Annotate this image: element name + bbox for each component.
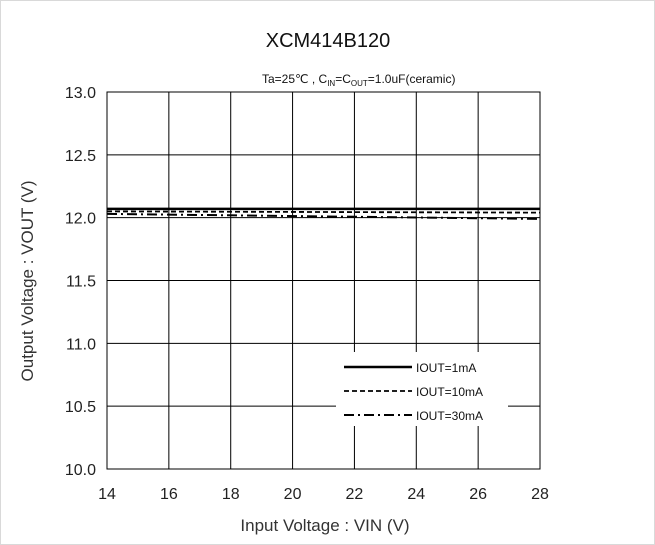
x-tick-label: 18 bbox=[222, 486, 240, 503]
y-tick-label: 11.5 bbox=[66, 274, 96, 291]
x-tick-label: 26 bbox=[469, 486, 487, 503]
conditions-sub-in: IN bbox=[327, 79, 335, 88]
test-conditions: Ta=25℃ , CIN=COUT=1.0uF(ceramic) bbox=[262, 72, 455, 88]
x-tick-label: 28 bbox=[531, 486, 549, 503]
chart-title: XCM414B120 bbox=[266, 30, 391, 52]
y-axis-label: Output Voltage : VOUT (V) bbox=[18, 181, 37, 382]
legend-label-2: IOUT=10mA bbox=[416, 385, 483, 399]
conditions-part1: Ta=25℃ , C bbox=[262, 72, 328, 86]
y-tick-label: 13.0 bbox=[65, 85, 96, 102]
conditions-part2: =C bbox=[335, 72, 351, 86]
x-tick-label: 22 bbox=[346, 486, 364, 503]
y-tick-label: 12.0 bbox=[65, 211, 96, 228]
conditions-sub-out: OUT bbox=[351, 79, 368, 88]
x-tick-label: 14 bbox=[98, 486, 116, 503]
x-tick-label: 20 bbox=[284, 486, 302, 503]
data-series bbox=[106, 207, 541, 220]
y-tick-label: 12.5 bbox=[65, 148, 96, 165]
legend-background bbox=[336, 352, 508, 426]
y-tick-label: 10.0 bbox=[65, 462, 96, 479]
x-tick-label: 24 bbox=[407, 486, 425, 503]
plot-border bbox=[106, 91, 541, 470]
y-tick-labels: 13.0 12.5 12.0 11.5 11.0 10.5 10.0 bbox=[65, 85, 96, 479]
x-tick-label: 16 bbox=[160, 486, 178, 503]
legend-label-1: IOUT=1mA bbox=[416, 361, 476, 375]
series-line-3 bbox=[106, 212, 541, 220]
y-tick-label: 11.0 bbox=[66, 336, 96, 353]
conditions-part3: =1.0uF(ceramic) bbox=[368, 72, 456, 86]
x-tick-labels: 14 16 18 20 22 24 26 28 bbox=[98, 486, 549, 503]
series-line-2 bbox=[106, 210, 541, 214]
x-axis-label: Input Voltage : VIN (V) bbox=[240, 516, 409, 535]
legend-label-3: IOUT=30mA bbox=[416, 409, 483, 423]
y-tick-label: 10.5 bbox=[65, 399, 96, 416]
legend: IOUT=1mA IOUT=10mA IOUT=30mA bbox=[336, 352, 508, 426]
